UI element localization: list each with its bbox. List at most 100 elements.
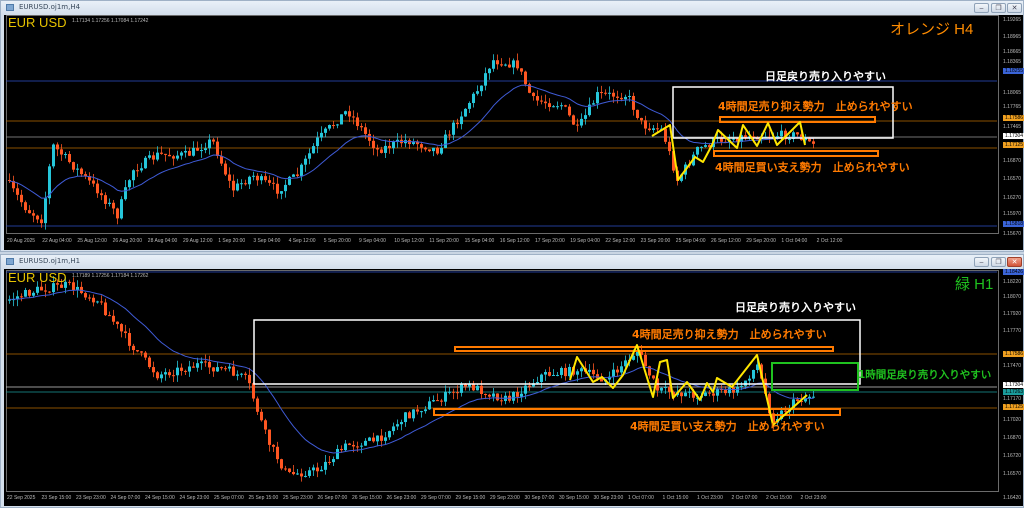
h4-candle xyxy=(184,150,187,153)
h1-candle xyxy=(392,426,395,432)
h1-candle xyxy=(224,368,227,370)
h1-candle xyxy=(128,333,131,346)
close-button[interactable]: ✕ xyxy=(1007,257,1022,267)
h4-candle xyxy=(136,170,139,172)
h4-candle xyxy=(216,141,219,156)
h1-candle xyxy=(804,398,807,402)
h1-candle xyxy=(492,393,495,397)
h4-candle xyxy=(332,125,335,127)
h4-candle xyxy=(348,111,351,117)
h4-candle xyxy=(16,188,19,195)
h1-candle xyxy=(576,371,579,375)
h1-price-tag: 1.17125 xyxy=(1003,404,1024,410)
close-button[interactable]: ✕ xyxy=(1007,3,1022,13)
h1-candle xyxy=(544,372,547,375)
minimize-button[interactable]: ‒ xyxy=(974,257,989,267)
h4-candle xyxy=(696,146,699,155)
h4-candle xyxy=(360,126,363,128)
h1-candle xyxy=(288,468,291,472)
h1-candle xyxy=(360,445,363,447)
h4-time-axis-label: 4 Sep 12:00 xyxy=(288,238,316,244)
h1-candle xyxy=(108,315,111,317)
h4-candle xyxy=(176,155,179,159)
h1-candle xyxy=(640,350,643,355)
h4-title-bar[interactable]: EURUSD.oj1m,H4 ‒ ❐ ✕ xyxy=(1,1,1023,15)
h1-candle xyxy=(320,469,323,472)
h1-candle xyxy=(720,389,723,391)
h4-candle xyxy=(612,92,615,97)
h1-time-axis-label: 24 Sep 15:00 xyxy=(145,495,175,501)
h1-price-tag: 1.17586 xyxy=(1003,351,1024,357)
h4-ohlc-readout: 1.17134 1.17256 1.17084 1.17242 xyxy=(72,18,149,24)
h4-candle xyxy=(768,136,771,138)
h1-candle xyxy=(412,409,415,419)
h4-candle xyxy=(340,114,343,125)
h4-candle xyxy=(100,193,103,196)
minimize-button[interactable]: ‒ xyxy=(974,3,989,13)
h4-candle xyxy=(80,168,83,175)
h1-candle xyxy=(240,373,243,375)
h1-candle xyxy=(96,301,99,303)
h4-time-axis-label: 20 Aug 2025 xyxy=(7,238,36,244)
h4-candle xyxy=(708,145,711,148)
h4-price-axis-label: 1.18065 xyxy=(1003,90,1022,96)
h4-symbol-label: EUR USD xyxy=(8,15,67,30)
h4-candle xyxy=(732,138,735,140)
h4-candle xyxy=(112,202,115,209)
h1-timeframe-label: 緑 H1 xyxy=(955,276,994,293)
h4-time-axis-label: 11 Sep 20:00 xyxy=(429,238,459,244)
h4-candle xyxy=(68,154,71,163)
h1-candle xyxy=(524,385,527,394)
h4-time-axis-label: 2 Oct 12:00 xyxy=(816,238,843,244)
h4-candle xyxy=(412,141,415,145)
h1-candle xyxy=(352,444,355,447)
h1-candle xyxy=(812,396,815,398)
h4-candle xyxy=(428,149,431,152)
restore-button[interactable]: ❐ xyxy=(991,257,1006,267)
h4-candle xyxy=(472,93,475,104)
h1-candle xyxy=(204,361,207,363)
h4-candle xyxy=(180,152,183,156)
h1-time-axis-label: 23 Sep 15:00 xyxy=(41,495,72,501)
h4-support-note: 4時間足買い支え勢力 止められやすい xyxy=(715,161,910,174)
h1-candle xyxy=(540,374,543,383)
h1-price-axis-label: 1.17920 xyxy=(1003,311,1022,317)
h4-time-axis-label: 3 Sep 04:00 xyxy=(253,238,281,244)
h4-candle xyxy=(532,92,535,97)
h4-candle xyxy=(488,68,491,74)
h1-candle xyxy=(84,293,87,298)
h4-candle xyxy=(344,111,347,115)
h4-plot-area[interactable] xyxy=(6,15,999,234)
h1-candle xyxy=(20,296,23,298)
h1-candle xyxy=(192,366,195,368)
h1-candle xyxy=(440,400,443,402)
restore-button[interactable]: ❐ xyxy=(991,3,1006,13)
h1-plot-area[interactable] xyxy=(6,270,999,492)
h4-candle xyxy=(132,170,135,181)
h4-candle xyxy=(164,153,167,155)
h4-chart-window: EURUSD.oj1m,H4 ‒ ❐ ✕ xyxy=(0,0,1024,252)
h4-candle xyxy=(528,84,531,93)
h1-candle xyxy=(752,369,755,379)
h1-candle xyxy=(688,391,691,393)
h4-price-tag: 1.17304 xyxy=(1003,133,1024,139)
h1-candle xyxy=(464,383,467,387)
h4-candle xyxy=(36,215,39,220)
h4-time-axis-label: 10 Sep 12:00 xyxy=(394,238,424,244)
h1-title-bar[interactable]: EURUSD.oj1m,H1 ‒ ❐ ✕ xyxy=(1,255,1023,269)
h4-candle xyxy=(780,130,783,137)
h4-candle xyxy=(12,180,15,189)
h4-candle xyxy=(556,106,559,108)
h1-candle xyxy=(740,385,743,387)
h4-candle xyxy=(504,64,507,66)
h1-candle xyxy=(124,331,127,334)
h4-time-axis-label: 28 Aug 04:00 xyxy=(147,238,178,244)
h1-candle xyxy=(16,296,19,300)
h4-candle xyxy=(52,144,55,167)
h4-candle xyxy=(304,158,307,165)
h4-price-tag: 1.17125 xyxy=(1003,142,1024,148)
h1-candle xyxy=(260,411,263,421)
h4-candle xyxy=(492,60,495,69)
h1-price-axis-label: 1.16420 xyxy=(1003,495,1022,501)
h1-candle xyxy=(252,383,255,399)
